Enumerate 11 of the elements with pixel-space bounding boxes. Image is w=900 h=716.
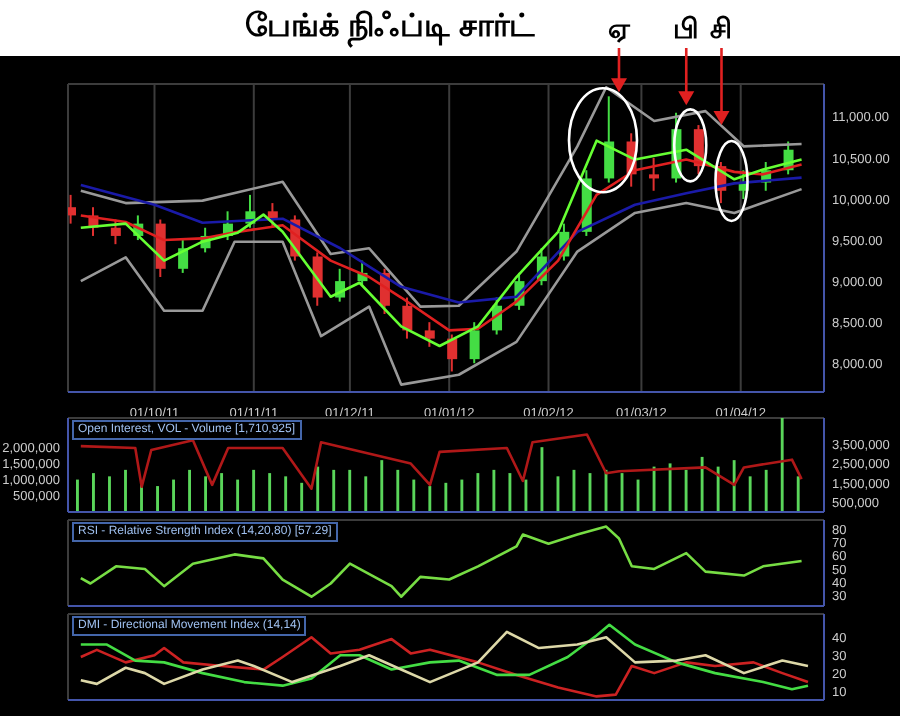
annotation: ஏ bbox=[607, 12, 632, 44]
line-series bbox=[79, 525, 803, 599]
line-series bbox=[79, 187, 803, 386]
chart-title: பேங்க் நிஃப்டி சார்ட் bbox=[245, 10, 535, 44]
line-series bbox=[79, 85, 803, 308]
line-series bbox=[79, 635, 810, 698]
annotation: சி bbox=[710, 12, 733, 44]
annotation: பி bbox=[673, 12, 700, 44]
line-series bbox=[79, 139, 803, 348]
line-series bbox=[79, 176, 803, 304]
line-series bbox=[79, 433, 803, 491]
